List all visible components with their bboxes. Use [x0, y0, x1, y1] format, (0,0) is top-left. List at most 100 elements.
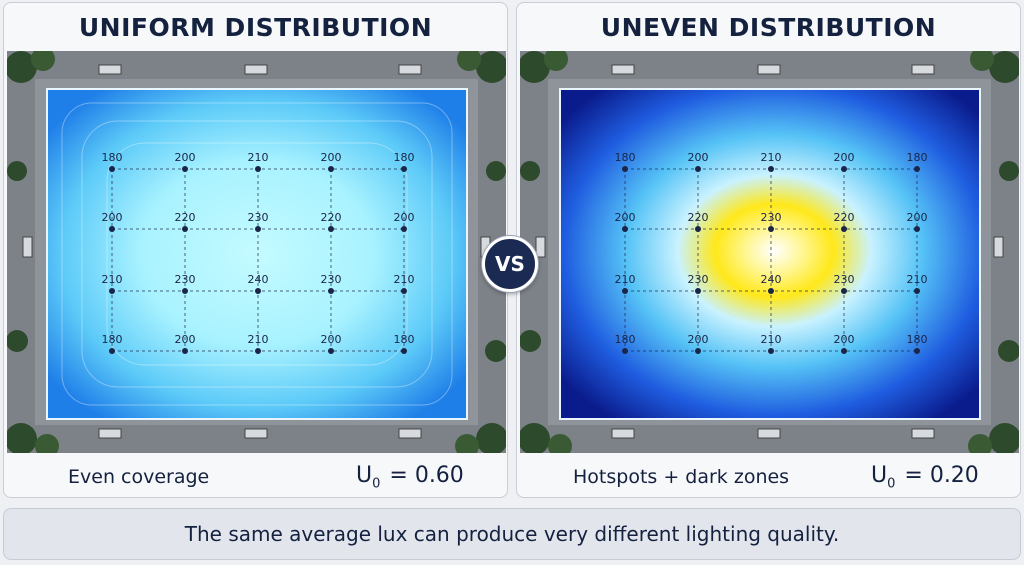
measurement-points: 180 200 210 200 180 200 220 230 220 200 210 230 240 2…: [615, 151, 928, 354]
lux-value-label: 240: [248, 273, 269, 286]
uniform-light-field: [47, 89, 467, 419]
measurement-point: [622, 348, 628, 354]
lux-value-label: 180: [394, 151, 415, 164]
measurement-point: [255, 166, 261, 172]
uneven-light-field: [560, 89, 980, 419]
measurement-point: [328, 348, 334, 354]
measurement-point: [841, 226, 847, 232]
lux-value-label: 200: [321, 333, 342, 346]
light-poles: [535, 64, 1004, 439]
measurement-point: [841, 166, 847, 172]
lux-value-label: 210: [761, 333, 782, 346]
measurement-point: [768, 226, 774, 232]
trees: [520, 51, 1019, 453]
uniform-field-scene: 180 200 210 200 180 200 220 230 220 200 210 230 240 2…: [7, 51, 506, 453]
uneven-panel: UNEVEN DISTRIBUTION: [516, 2, 1021, 498]
lux-value-label: 220: [834, 211, 855, 224]
measurement-point: [109, 226, 115, 232]
lux-value-label: 230: [688, 273, 709, 286]
lux-value-label: 180: [394, 333, 415, 346]
uniform-caption: Even coverage: [68, 466, 210, 488]
uneven-field-svg: 180 200 210 200 180 200 220 230 220 200 210 230 240 2…: [520, 51, 1019, 453]
measurement-point: [255, 288, 261, 294]
uo-number: = 0.20: [904, 463, 979, 488]
lux-value-label: 210: [907, 273, 928, 286]
measurement-point: [695, 348, 701, 354]
lux-value-label: 180: [102, 151, 123, 164]
measurement-point: [328, 166, 334, 172]
lux-value-label: 210: [248, 151, 269, 164]
measurement-point: [401, 226, 407, 232]
lux-value-label: 180: [615, 333, 636, 346]
lux-value-label: 200: [102, 211, 123, 224]
lux-value-label: 180: [907, 333, 928, 346]
measurement-point: [182, 226, 188, 232]
lux-value-label: 200: [834, 151, 855, 164]
uniform-panel: UNIFORM DISTRIBUTION: [3, 2, 508, 498]
measurement-point: [328, 226, 334, 232]
measurement-point: [768, 166, 774, 172]
lux-value-label: 220: [688, 211, 709, 224]
lux-value-label: 200: [688, 333, 709, 346]
measurement-point: [182, 348, 188, 354]
measurement-point: [841, 348, 847, 354]
measurement-point: [695, 166, 701, 172]
lux-value-label: 200: [175, 151, 196, 164]
lux-value-label: 210: [615, 273, 636, 286]
field-boundary: [559, 88, 981, 420]
lux-value-label: 200: [394, 211, 415, 224]
lux-value-label: 200: [615, 211, 636, 224]
lux-value-label: 180: [907, 151, 928, 164]
uneven-caption: Hotspots + dark zones: [573, 466, 790, 488]
measurement-point: [622, 166, 628, 172]
footer-note: The same average lux can produce very di…: [3, 508, 1021, 560]
uo-subscript: 0: [887, 476, 896, 492]
lux-value-label: 210: [102, 273, 123, 286]
measurement-point: [401, 166, 407, 172]
lux-value-label: 230: [834, 273, 855, 286]
measurement-point: [182, 288, 188, 294]
lux-value-label: 220: [321, 211, 342, 224]
lux-value-label: 200: [834, 333, 855, 346]
measurement-point: [109, 166, 115, 172]
measurement-point: [109, 288, 115, 294]
uneven-field-scene: 180 200 210 200 180 200 220 230 220 200 210 230 240 2…: [520, 51, 1019, 453]
trees: [7, 51, 506, 453]
uniform-uo-value: U0 = 0.60: [356, 463, 464, 491]
measurement-point: [914, 348, 920, 354]
measurement-point: [841, 288, 847, 294]
measurement-points: 180 200 210 200 180 200 220 230 220 200 210 230 240 2…: [102, 151, 415, 354]
uneven-title: UNEVEN DISTRIBUTION: [600, 13, 937, 42]
measurement-point: [622, 226, 628, 232]
lux-value-label: 230: [248, 211, 269, 224]
vs-badge: VS: [482, 236, 538, 292]
lux-value-label: 220: [175, 211, 196, 224]
measurement-point: [914, 226, 920, 232]
uo-symbol: U: [871, 463, 888, 488]
uneven-uo-value: U0 = 0.20: [871, 463, 979, 491]
uniform-field-svg: 180 200 210 200 180 200 220 230 220 200 210 230 240 2…: [7, 51, 506, 453]
lux-value-label: 210: [248, 333, 269, 346]
measurement-point: [768, 348, 774, 354]
lux-value-label: 210: [394, 273, 415, 286]
measurement-point: [695, 226, 701, 232]
measurement-point: [401, 348, 407, 354]
measurement-point: [914, 166, 920, 172]
lux-value-label: 240: [761, 273, 782, 286]
uniform-title: UNIFORM DISTRIBUTION: [78, 13, 433, 42]
measurement-point: [255, 226, 261, 232]
lux-value-label: 180: [102, 333, 123, 346]
measurement-point: [401, 288, 407, 294]
measurement-point: [768, 288, 774, 294]
measurement-point: [182, 166, 188, 172]
uo-subscript: 0: [372, 476, 381, 492]
measurement-point: [695, 288, 701, 294]
measurement-point: [109, 348, 115, 354]
measurement-point: [622, 288, 628, 294]
uo-number: = 0.60: [389, 463, 464, 488]
lux-value-label: 230: [761, 211, 782, 224]
lux-value-label: 200: [907, 211, 928, 224]
light-poles: [22, 64, 491, 439]
measurement-point: [255, 348, 261, 354]
